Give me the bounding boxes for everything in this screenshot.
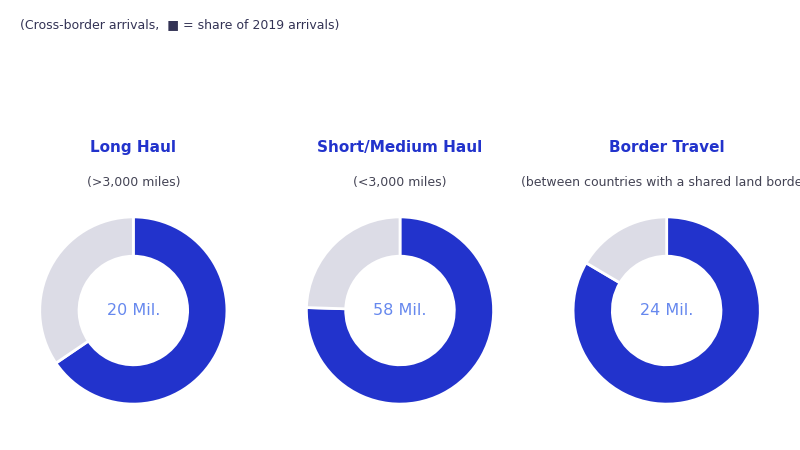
Text: 24 Mil.: 24 Mil.: [640, 303, 694, 318]
Text: 58 Mil.: 58 Mil.: [374, 303, 426, 318]
Text: (between countries with a shared land border): (between countries with a shared land bo…: [521, 176, 800, 189]
Wedge shape: [56, 217, 227, 404]
Text: 20 Mil.: 20 Mil.: [106, 303, 160, 318]
Wedge shape: [40, 217, 134, 363]
Text: Border Travel: Border Travel: [609, 140, 725, 155]
Wedge shape: [306, 217, 494, 404]
Wedge shape: [306, 217, 400, 309]
Text: (<3,000 miles): (<3,000 miles): [354, 176, 446, 189]
Wedge shape: [586, 217, 666, 283]
Text: Long Haul: Long Haul: [90, 140, 176, 155]
Text: Short/Medium Haul: Short/Medium Haul: [318, 140, 482, 155]
Text: (Cross-border arrivals,  ■ = share of 2019 arrivals): (Cross-border arrivals, ■ = share of 201…: [20, 18, 339, 31]
Text: (>3,000 miles): (>3,000 miles): [86, 176, 180, 189]
Wedge shape: [573, 217, 760, 404]
